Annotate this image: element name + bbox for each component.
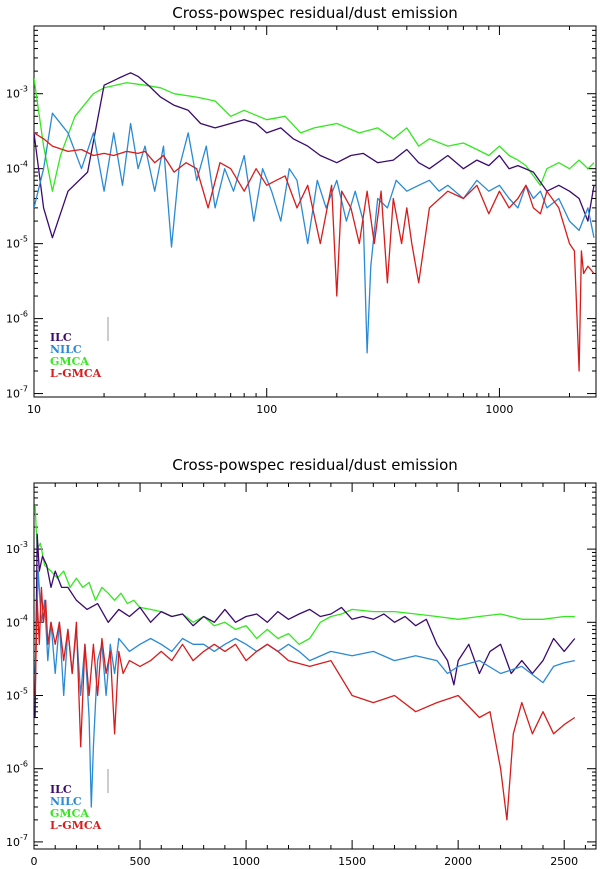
series-line-nilc xyxy=(34,570,575,808)
legend-entry-ilc: ILC xyxy=(50,331,72,344)
y-tick-label: 10-7 xyxy=(6,833,28,849)
x-tick-label: 10 xyxy=(27,403,41,416)
chart-title: Cross-powspec residual/dust emission xyxy=(172,456,458,474)
series-line-ilc xyxy=(34,533,576,718)
x-tick-label: 1000 xyxy=(485,403,513,416)
legend-entry-nilc: NILC xyxy=(50,795,82,808)
series-line-gmca xyxy=(34,504,575,645)
series-line-nilc xyxy=(34,112,595,354)
y-tick-label: 10-7 xyxy=(6,385,28,401)
series-line-ilc xyxy=(34,72,595,239)
chart-top: Cross-powspec residual/dust emission 10-7… xyxy=(6,4,597,416)
y-tick-label: 10-5 xyxy=(6,687,28,703)
y-tick-label: 10-5 xyxy=(6,235,28,251)
y-tick-label: 10-4 xyxy=(6,613,28,629)
legend-entry-gmca: GMCA xyxy=(50,807,89,820)
legend-entry-ilc: ILC xyxy=(50,783,72,796)
x-tick-label: 1000 xyxy=(232,855,260,868)
x-tick-label: 100 xyxy=(256,403,277,416)
chart-bottom: Cross-powspec residual/dust emission 10-7… xyxy=(6,456,597,868)
series-line-l-gmca xyxy=(34,586,576,821)
y-tick-label: 10-4 xyxy=(6,160,28,176)
y-tick-label: 10-3 xyxy=(6,85,28,101)
x-tick-label: 1500 xyxy=(338,855,366,868)
y-tick-label: 10-3 xyxy=(6,540,28,556)
x-tick-label: 500 xyxy=(130,855,151,868)
series-line-l-gmca xyxy=(34,132,595,372)
plot-frame xyxy=(33,482,597,850)
legend-entry-nilc: NILC xyxy=(50,343,82,356)
x-tick-label: 2000 xyxy=(444,855,472,868)
y-tick-label: 10-6 xyxy=(6,760,28,776)
y-tick-label: 10-6 xyxy=(6,310,28,326)
chart-title: Cross-powspec residual/dust emission xyxy=(172,4,458,22)
series-line-gmca xyxy=(34,78,595,192)
legend-entry-gmca: GMCA xyxy=(50,355,89,368)
plot-frame xyxy=(33,25,597,398)
legend-entry-l-gmca: L-GMCA xyxy=(50,819,102,832)
x-tick-label: 2500 xyxy=(550,855,578,868)
x-tick-label: 0 xyxy=(31,855,38,868)
legend-entry-l-gmca: L-GMCA xyxy=(50,367,102,380)
